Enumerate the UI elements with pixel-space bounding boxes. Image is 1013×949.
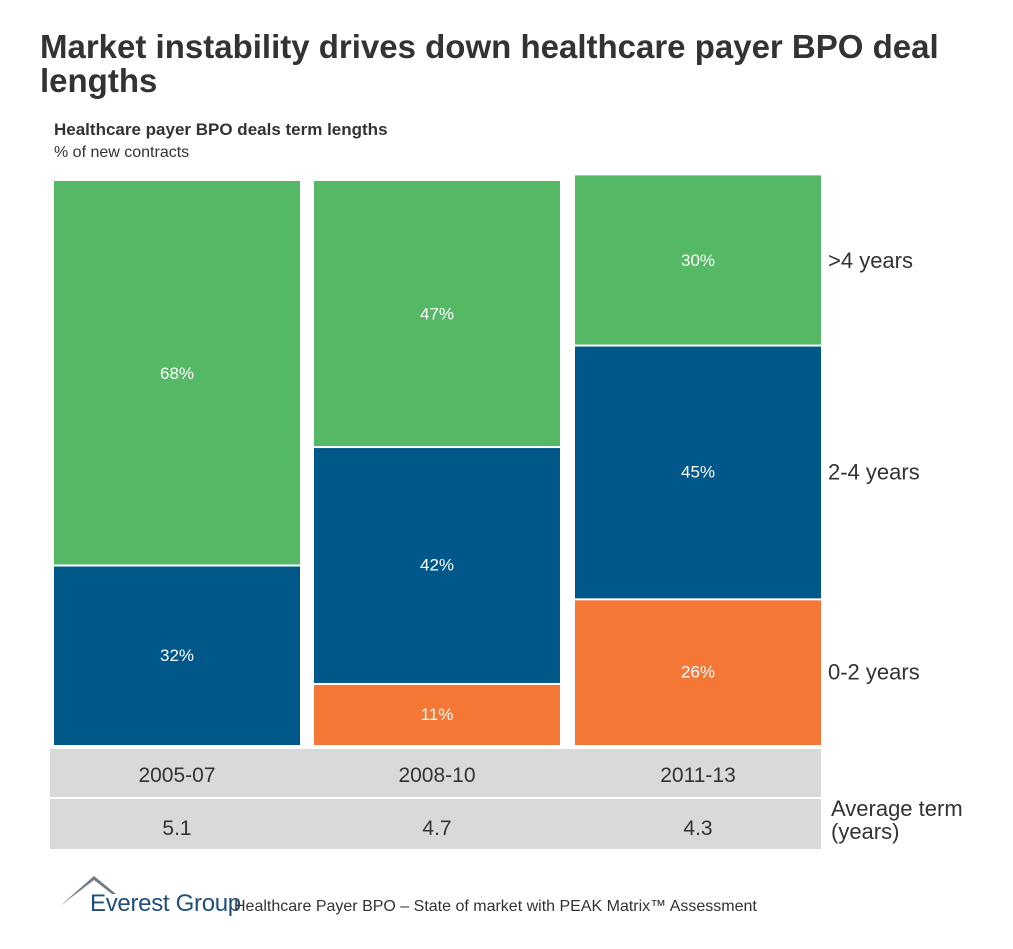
logo-text: Everest Group <box>90 890 241 917</box>
bar-segment <box>575 346 821 599</box>
average-term-value: 5.1 <box>162 817 191 840</box>
legend-entry: 0-2 years <box>828 660 920 685</box>
bar-value-label: 45% <box>681 462 715 481</box>
legend-entry: 2-4 years <box>828 459 920 484</box>
category-label: 2005-07 <box>138 764 215 787</box>
bar-value-label: 26% <box>681 663 715 682</box>
footer: Everest Group Healthcare Payer BPO – Sta… <box>58 872 958 922</box>
average-term-value: 4.7 <box>422 817 451 840</box>
average-term-band <box>50 799 821 849</box>
bar-value-label: 42% <box>420 556 454 575</box>
category-band <box>50 749 821 797</box>
chart-unit-label: % of new contracts <box>54 144 190 161</box>
footer-text: Healthcare Payer BPO – State of market w… <box>234 898 757 915</box>
chart-title: Market instability drives down healthcar… <box>40 28 939 99</box>
bar-segment <box>54 181 300 565</box>
bar-segment <box>314 181 560 447</box>
chart-subtitle: Healthcare payer BPO deals term lengths <box>54 120 388 139</box>
bar-segment <box>314 684 560 745</box>
average-term-label: Average term (years) <box>831 796 963 844</box>
average-term-value: 4.3 <box>683 817 712 840</box>
legend-entry: >4 years <box>828 248 913 273</box>
bar-segment <box>54 566 300 745</box>
stacked-bar-chart: 32% 68% 11% 42% 47% 26% 45% 30% 2005-07 2008-10 20… <box>50 175 963 849</box>
bar-value-label: 68% <box>160 364 194 383</box>
category-label: 2011-13 <box>660 764 736 787</box>
bar-value-label: 30% <box>681 251 715 270</box>
bar-value-label: 47% <box>420 305 454 324</box>
bar-value-label: 32% <box>160 646 194 665</box>
category-label: 2008-10 <box>398 764 475 787</box>
bar-segment <box>575 600 821 745</box>
everest-logo-icon <box>60 876 116 906</box>
bar-segment <box>314 448 560 683</box>
bar-segment <box>575 175 821 345</box>
bar-value-label: 11% <box>421 705 454 724</box>
